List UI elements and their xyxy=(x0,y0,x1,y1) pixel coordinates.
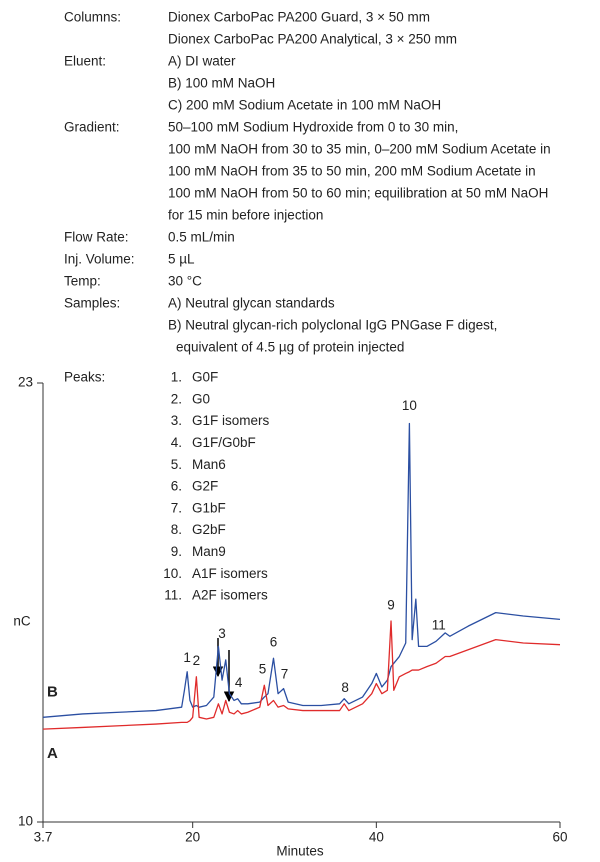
condition-value: equivalent of 4.5 µg of protein injected xyxy=(176,340,404,355)
peak-number: 2. xyxy=(171,391,182,406)
peak-name: G0F xyxy=(192,370,218,385)
condition-value: 30 °C xyxy=(168,274,202,289)
condition-value: for 15 min before injection xyxy=(168,208,323,223)
condition-value: 100 mM NaOH from 50 to 60 min; equilibra… xyxy=(168,186,548,201)
x-tick-label: 20 xyxy=(185,830,200,845)
trace xyxy=(42,422,561,718)
condition-value: B) 100 mM NaOH xyxy=(168,76,275,91)
x-axis-label: Minutes xyxy=(276,844,324,859)
condition-value: 100 mM NaOH from 30 to 35 min, 0–200 mM … xyxy=(168,142,551,157)
condition-value: A) Neutral glycan standards xyxy=(168,296,335,311)
condition-value: 0.5 mL/min xyxy=(168,230,235,245)
trace-name: B xyxy=(47,683,58,700)
peak-number: 8. xyxy=(171,522,182,537)
condition-label: Eluent: xyxy=(64,54,106,69)
condition-label: Inj. Volume: xyxy=(64,252,135,267)
y-tick-label: 23 xyxy=(18,375,33,390)
condition-label: Columns: xyxy=(64,10,121,25)
peak-label: 9 xyxy=(387,597,395,612)
y-axis-label: nC xyxy=(13,614,31,629)
peak-number: 4. xyxy=(171,435,182,450)
peak-label: 7 xyxy=(281,667,289,682)
peak-name: Man9 xyxy=(192,544,226,559)
trace-name: A xyxy=(47,745,58,762)
peak-number: 7. xyxy=(171,500,182,515)
peak-name: A2F isomers xyxy=(192,588,268,603)
condition-label: Samples: xyxy=(64,296,120,311)
peak-label: 4 xyxy=(235,675,243,690)
y-tick-label: 10 xyxy=(18,814,33,829)
condition-label: Temp: xyxy=(64,274,101,289)
peak-number: 11. xyxy=(164,588,182,603)
peak-label: 1 xyxy=(183,650,191,665)
peak-number: 1. xyxy=(171,370,182,385)
peak-number: 3. xyxy=(171,413,182,428)
peak-label: 2 xyxy=(193,653,201,668)
condition-value: A) DI water xyxy=(168,54,236,69)
peak-label: 8 xyxy=(341,680,349,695)
peak-number: 10. xyxy=(163,566,182,581)
peak-number: 9. xyxy=(171,544,182,559)
peak-name: G0 xyxy=(192,391,210,406)
x-tick-label: 40 xyxy=(369,830,384,845)
peak-label: 10 xyxy=(402,398,417,413)
peak-number: 6. xyxy=(171,479,182,494)
peak-label: 3 xyxy=(218,626,226,641)
peak-name: G2bF xyxy=(192,522,226,537)
condition-value: C) 200 mM Sodium Acetate in 100 mM NaOH xyxy=(168,98,441,113)
peak-name: G1bF xyxy=(192,500,226,515)
condition-value: 100 mM NaOH from 35 to 50 min, 200 mM So… xyxy=(168,164,536,179)
peak-name: G1F isomers xyxy=(192,413,270,428)
condition-value: B) Neutral glycan-rich polyclonal IgG PN… xyxy=(168,318,497,333)
condition-value: 50–100 mM Sodium Hydroxide from 0 to 30 … xyxy=(168,120,458,135)
peak-name: G1F/G0bF xyxy=(192,435,256,450)
condition-value: Dionex CarboPac PA200 Analytical, 3 × 25… xyxy=(168,32,457,47)
peak-label: 5 xyxy=(259,662,267,677)
x-tick-label: 60 xyxy=(552,830,567,845)
peak-name: A1F isomers xyxy=(192,566,268,581)
peak-label: 11 xyxy=(432,618,446,633)
peak-label: 6 xyxy=(270,635,278,650)
condition-label: Flow Rate: xyxy=(64,230,129,245)
x-tick-label: 3.7 xyxy=(34,830,53,845)
peak-name: G2F xyxy=(192,479,218,494)
condition-value: 5 µL xyxy=(168,252,195,267)
condition-label: Gradient: xyxy=(64,120,120,135)
peak-name: Man6 xyxy=(192,457,226,472)
peaks-label: Peaks: xyxy=(64,370,105,385)
condition-value: Dionex CarboPac PA200 Guard, 3 × 50 mm xyxy=(168,10,430,25)
trace xyxy=(42,620,561,730)
peak-number: 5. xyxy=(171,457,182,472)
